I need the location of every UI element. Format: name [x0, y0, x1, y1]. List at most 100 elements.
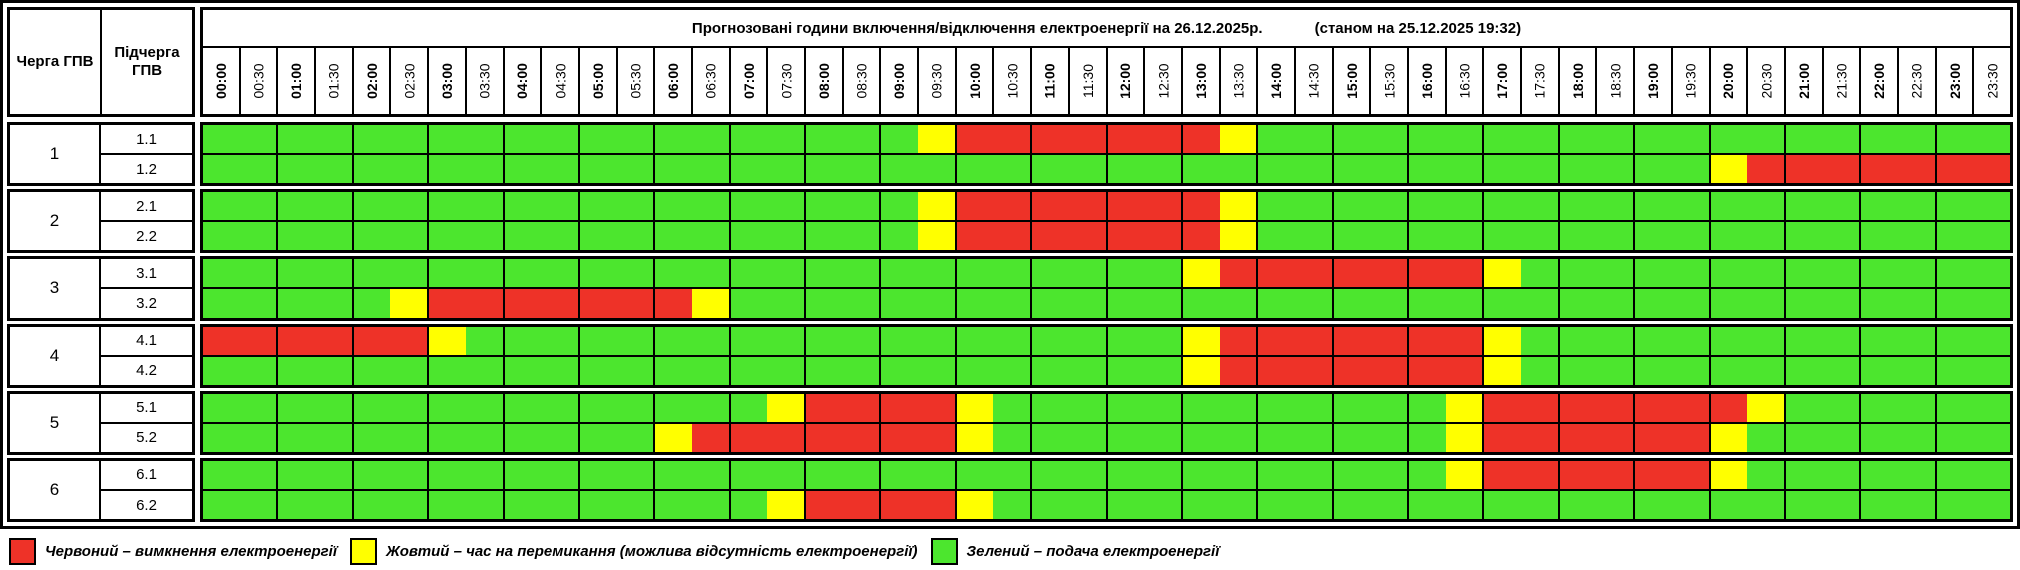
slot-1.1-17:30 — [1521, 125, 1560, 154]
slot-6.1-20:00 — [1710, 460, 1748, 489]
time-label-06:00: 06:00 — [655, 48, 693, 114]
slot-6.1-21:00 — [1785, 460, 1823, 489]
slot-5.2-12:30 — [1144, 423, 1183, 452]
subqueue-label-2.2: 2.2 — [101, 220, 192, 250]
slot-2.1-13:00 — [1182, 192, 1220, 221]
slot-1.2-23:30 — [1973, 155, 2010, 184]
subqueue-label-1.2: 1.2 — [101, 153, 192, 183]
slot-5.2-01:00 — [278, 423, 316, 452]
slot-2.2-20:00 — [1710, 222, 1748, 251]
time-label-text: 04:00 — [514, 63, 531, 99]
schedule-grid-2 — [200, 189, 2013, 254]
slot-1.2-17:00 — [1484, 155, 1522, 184]
slot-1.1-09:00 — [881, 125, 919, 154]
slot-3.2-04:00 — [504, 289, 542, 318]
time-label-01:30: 01:30 — [316, 48, 354, 114]
slot-6.2-11:00 — [1032, 490, 1069, 520]
queue-number-5: 5 — [10, 393, 101, 452]
time-label-07:30: 07:30 — [768, 48, 806, 114]
slot-6.2-06:30 — [691, 490, 731, 520]
slot-2.1-22:30 — [1897, 192, 1937, 221]
slot-1.1-16:30 — [1445, 125, 1485, 154]
slot-2.2-21:30 — [1822, 222, 1862, 251]
slot-4.1-08:00 — [806, 326, 843, 355]
slot-5.2-05:30 — [616, 423, 656, 452]
slot-5.2-03:00 — [429, 423, 466, 452]
slot-2.2-14:30 — [1294, 222, 1334, 251]
slot-2.2-19:30 — [1671, 222, 1711, 251]
slot-6.2-23:00 — [1936, 490, 1974, 520]
slot-6.1-14:00 — [1258, 460, 1295, 489]
time-label-text: 10:30 — [1004, 63, 1021, 99]
slot-3.1-15:00 — [1333, 259, 1371, 288]
slot-4.2-02:30 — [390, 356, 430, 385]
slot-4.2-16:00 — [1409, 356, 1446, 385]
slot-2.2-08:30 — [842, 222, 882, 251]
slot-1.1-14:30 — [1294, 125, 1334, 154]
slot-3.2-19:30 — [1671, 289, 1711, 318]
time-label-text: 06:00 — [665, 63, 682, 99]
slot-6.2-20:00 — [1710, 490, 1748, 520]
slot-5.2-20:30 — [1747, 423, 1786, 452]
slot-6.1-00:00 — [203, 460, 240, 489]
slot-5.2-15:30 — [1370, 423, 1409, 452]
time-label-text: 21:30 — [1833, 63, 1850, 99]
slot-3.2-13:00 — [1182, 289, 1220, 318]
slot-3.1-10:00 — [956, 259, 994, 288]
slot-6.1-10:30 — [993, 460, 1033, 489]
slot-5.1-03:00 — [429, 393, 466, 422]
slot-1.2-06:30 — [691, 155, 731, 184]
slot-2.1-16:00 — [1409, 192, 1446, 221]
slot-3.2-16:00 — [1409, 289, 1446, 318]
slot-3.2-19:00 — [1635, 289, 1672, 318]
slot-4.2-12:30 — [1144, 356, 1183, 385]
slot-6.2-02:00 — [353, 490, 391, 520]
time-label-text: 16:00 — [1418, 63, 1435, 99]
slot-5.2-13:30 — [1219, 423, 1259, 452]
slot-3.1-02:30 — [390, 259, 430, 288]
slot-4.2-05:30 — [616, 356, 656, 385]
slot-4.1-19:30 — [1671, 326, 1711, 355]
slot-5.2-00:00 — [203, 423, 240, 452]
queue-block-3: 3 3.1 3.2 — [7, 256, 2013, 321]
slot-4.2-18:30 — [1596, 356, 1636, 385]
time-label-06:30: 06:30 — [693, 48, 731, 114]
slot-4.2-20:00 — [1710, 356, 1748, 385]
slot-2.1-11:00 — [1032, 192, 1069, 221]
slot-4.2-22:00 — [1861, 356, 1898, 385]
slot-6.1-06:30 — [691, 460, 731, 489]
slot-4.1-21:30 — [1822, 326, 1862, 355]
subqueue-label-6.2: 6.2 — [101, 488, 192, 519]
slot-6.2-03:30 — [465, 490, 505, 520]
slot-3.1-20:30 — [1747, 259, 1786, 288]
slot-4.1-03:30 — [465, 326, 505, 355]
slot-3.1-09:00 — [881, 259, 919, 288]
slot-5.1-07:30 — [767, 393, 806, 422]
slot-3.1-14:30 — [1294, 259, 1334, 288]
slot-3.2-10:00 — [956, 289, 994, 318]
slot-4.1-18:30 — [1596, 326, 1636, 355]
slot-3.2-14:00 — [1258, 289, 1295, 318]
slot-1.1-11:00 — [1032, 125, 1069, 154]
slot-5.1-10:00 — [956, 393, 994, 422]
queue-number-4: 4 — [10, 326, 101, 385]
slot-6.2-07:00 — [730, 490, 768, 520]
slot-2.2-05:30 — [616, 222, 656, 251]
slot-1.1-09:30 — [918, 125, 957, 154]
time-label-text: 23:30 — [1984, 63, 2001, 99]
slot-3.1-05:00 — [579, 259, 617, 288]
legend-swatch-off — [9, 538, 36, 565]
slot-5.1-11:30 — [1068, 393, 1108, 422]
slot-5.1-10:30 — [993, 393, 1033, 422]
slot-4.1-02:30 — [390, 326, 430, 355]
subqueue-column-header: Підчерга ГПВ — [114, 44, 180, 79]
slot-1.1-12:00 — [1107, 125, 1145, 154]
slot-4.1-16:00 — [1409, 326, 1446, 355]
slot-6.1-04:30 — [541, 460, 580, 489]
time-label-22:00: 22:00 — [1861, 48, 1899, 114]
slot-4.1-19:00 — [1635, 326, 1672, 355]
slot-4.2-07:30 — [767, 356, 806, 385]
slot-3.2-05:30 — [616, 289, 656, 318]
slot-3.1-02:00 — [353, 259, 391, 288]
slot-3.1-06:00 — [655, 259, 692, 288]
